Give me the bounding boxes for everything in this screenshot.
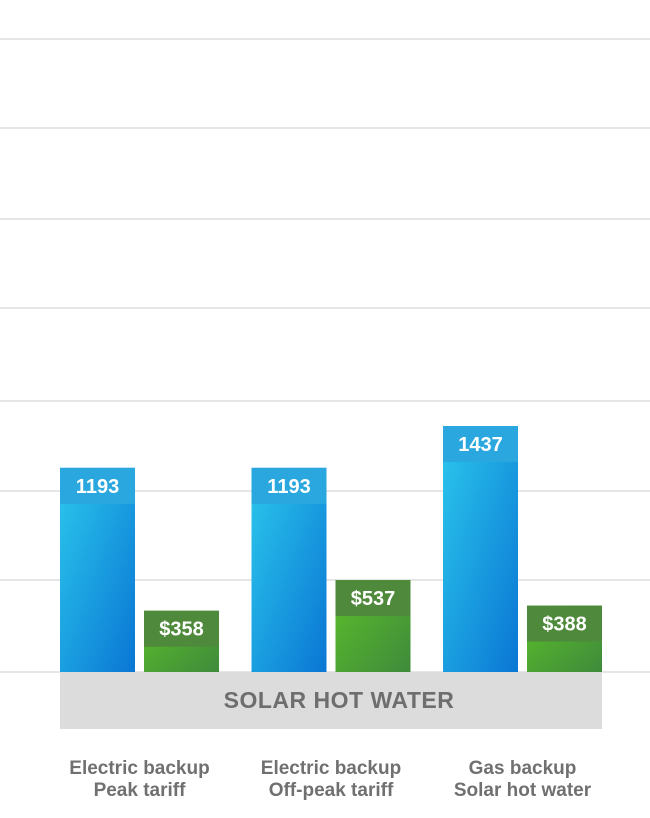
bar: [443, 426, 518, 672]
band-label: SOLAR HOT WATER: [224, 687, 455, 713]
bar-cap: [60, 467, 135, 504]
category-band: [60, 672, 602, 729]
bar-cap: [527, 605, 602, 642]
data-label: 1437: [458, 434, 503, 456]
category-label: Gas backup: [469, 758, 577, 779]
data-label: $358: [159, 619, 204, 641]
bar-cap: [443, 426, 518, 463]
data-label: 1193: [267, 476, 310, 498]
bars: 1193 1193 1437 $358 $537 $388: [60, 426, 602, 672]
data-label: $388: [542, 614, 587, 636]
bar-cap: [335, 580, 411, 617]
bar-cap: [144, 610, 219, 647]
data-label: $537: [351, 588, 396, 610]
category-label: Electric backup: [261, 758, 401, 779]
category-label: Off-peak tariff: [269, 780, 394, 801]
category-label: Electric backup: [69, 758, 209, 779]
category-label: Solar hot water: [454, 780, 592, 801]
bar-cap: [251, 467, 327, 504]
data-label: 1193: [76, 476, 119, 498]
category-label: Peak tariff: [94, 780, 187, 801]
